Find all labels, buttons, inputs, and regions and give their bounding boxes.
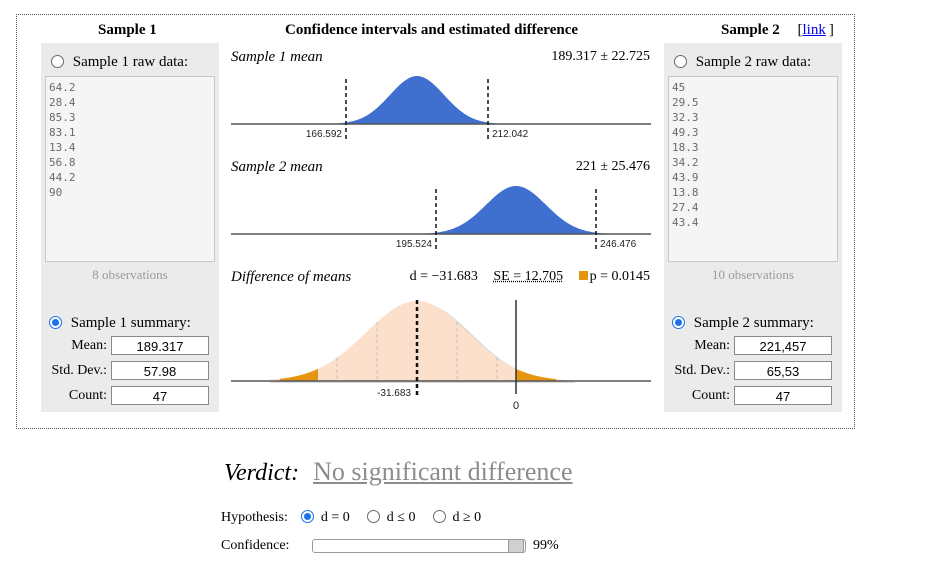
confidence-label: Confidence:	[221, 538, 290, 553]
sample1-raw-textarea[interactable]: 64.2 28.4 85.3 83.1 13.4 56.8 44.2 90	[45, 76, 215, 262]
sample2-sd-label: Std. Dev.:	[674, 363, 730, 378]
sample2-raw-value: 32.3	[672, 111, 699, 124]
sample1-summary-panel: Sample 1 summary: Mean: 189.317 Std. Dev…	[41, 309, 219, 412]
sample2-raw-value: 43.4	[672, 216, 699, 229]
confidence-slider-thumb[interactable]	[508, 539, 525, 553]
link[interactable]: link	[802, 22, 826, 38]
hyp-option-0-label: d = 0	[320, 510, 350, 525]
sample1-sd-input[interactable]: 57.98	[111, 361, 209, 380]
confidence-slider[interactable]	[312, 539, 526, 553]
diff-zero-label: 0	[513, 400, 519, 412]
hypothesis-row: Hypothesis: d = 0 d ≤ 0 d ≥ 0	[221, 510, 481, 526]
sample2-count-label: Count:	[691, 388, 730, 403]
center-header: Confidence intervals and estimated diffe…	[285, 22, 579, 38]
sample2-header: Sample 2 [link]	[721, 22, 834, 39]
sample1-raw-value: 90	[49, 186, 63, 199]
sample2-raw-value: 34.2	[672, 156, 699, 169]
diff-tail-left	[280, 368, 318, 381]
mean2-low-label: 195.524	[396, 239, 433, 250]
sample1-raw-value: 85.3	[49, 111, 76, 124]
sample1-raw-value: 64.2	[49, 81, 76, 94]
sample1-summary-option[interactable]: Sample 1 summary:	[49, 315, 191, 332]
mean2-title: Sample 2 mean	[231, 159, 323, 175]
mean2-high-label: 246.476	[600, 239, 637, 250]
verdict: Verdict: No significant difference	[224, 457, 573, 487]
sample2-raw-panel: Sample 2 raw data: 45 29.5 32.3 49.3 18.3 34.…	[664, 43, 842, 309]
sample2-raw-label: Sample 2 raw data:	[695, 54, 812, 70]
hyp-radio-1[interactable]	[367, 510, 381, 523]
sample1-mean-label: Mean:	[71, 338, 107, 353]
sample2-raw-option[interactable]: Sample 2 raw data:	[674, 54, 811, 71]
sample2-raw-value: 49.3	[672, 126, 699, 139]
sample1-raw-radio[interactable]	[51, 55, 64, 68]
plots-svg: 166.592 212.042 195.524 246.476 -31.683 …	[231, 76, 651, 412]
mean2-curve	[405, 186, 630, 234]
sample1-raw-value: 56.8	[49, 156, 76, 169]
main-frame	[16, 14, 855, 429]
mean1-value: 189.317 ± 22.725	[551, 49, 650, 64]
sample1-raw-value: 83.1	[49, 126, 76, 139]
sample2-summary-panel: Sample 2 summary: Mean: 221,457 Std. Dev…	[664, 309, 842, 412]
hyp-option-2[interactable]: d ≥ 0	[432, 510, 482, 525]
diff-d: d = −31.683	[409, 269, 478, 284]
sample1-raw-value: 44.2	[49, 171, 76, 184]
diff-sd-lines	[336, 322, 498, 381]
sample1-observations: 8 observations	[92, 267, 168, 282]
sample2-raw-value: 29.5	[672, 96, 699, 109]
sample2-raw-value: 13.8	[672, 186, 699, 199]
sample2-header-text: Sample 2	[721, 22, 780, 38]
sample2-raw-value: 45	[672, 81, 686, 94]
sample2-summary-option[interactable]: Sample 2 summary:	[672, 315, 814, 332]
sample2-raw-value: 27.4	[672, 201, 699, 214]
hyp-option-1[interactable]: d ≤ 0	[367, 510, 419, 525]
hyp-option-0[interactable]: d = 0	[301, 510, 353, 525]
link-bracket-open: [	[797, 22, 803, 38]
sample1-count-input[interactable]: 47	[111, 386, 209, 405]
hyp-radio-2[interactable]	[432, 510, 446, 523]
diff-stats: d = −31.683 SE = 12.705 p = 0.0145	[390, 269, 650, 285]
mean1-title: Sample 1 mean	[231, 49, 323, 65]
confidence-value: 99%	[533, 538, 559, 553]
sample1-sd-label: Std. Dev.:	[51, 363, 107, 378]
sample1-raw-option[interactable]: Sample 1 raw data:	[51, 54, 188, 71]
sample2-observations: 10 observations	[712, 267, 794, 282]
diff-se[interactable]: SE = 12.705	[493, 269, 564, 284]
hyp-option-2-label: d ≥ 0	[452, 510, 482, 525]
sample2-raw-value: 43.9	[672, 171, 699, 184]
link-bracket-close: ]	[828, 22, 834, 38]
sample1-summary-label: Sample 1 summary:	[70, 315, 191, 331]
sample2-summary-label: Sample 2 summary:	[693, 315, 814, 331]
sample2-raw-textarea[interactable]: 45 29.5 32.3 49.3 18.3 34.2 43.9 13.8 27.4 43.4	[668, 76, 838, 262]
sample2-raw-radio[interactable]	[674, 55, 687, 68]
sample1-raw-value: 13.4	[49, 141, 76, 154]
hypothesis-label: Hypothesis:	[221, 510, 288, 525]
sample2-mean-input[interactable]: 221,457	[734, 336, 832, 355]
sample1-raw-label: Sample 1 raw data:	[72, 54, 189, 70]
sample1-header: Sample 1	[98, 22, 157, 38]
hyp-option-1-label: d ≤ 0	[386, 510, 416, 525]
mean1-high-label: 212.042	[492, 129, 529, 140]
diff-d-label: -31.683	[377, 388, 411, 399]
sample2-summary-radio[interactable]	[672, 316, 685, 329]
sample1-mean-input[interactable]: 189.317	[111, 336, 209, 355]
diff-tail-right	[516, 368, 556, 381]
sample1-raw-value: 28.4	[49, 96, 76, 109]
mean1-curve	[320, 76, 515, 124]
diff-title: Difference of means	[231, 269, 352, 285]
mean2-value: 221 ± 25.476	[575, 159, 650, 174]
verdict-label: Verdict:	[224, 460, 300, 486]
sample2-sd-input[interactable]: 65,53	[734, 361, 832, 380]
sample1-raw-panel: Sample 1 raw data: 64.2 28.4 85.3 83.1 13.4 5…	[41, 43, 219, 309]
hyp-radio-0[interactable]	[301, 510, 315, 523]
sample2-raw-value: 18.3	[672, 141, 699, 154]
sample1-count-label: Count:	[68, 388, 107, 403]
verdict-text[interactable]: No significant difference	[313, 457, 573, 486]
p-swatch	[578, 271, 588, 280]
sample2-count-input[interactable]: 47	[734, 386, 832, 405]
sample1-summary-radio[interactable]	[49, 316, 62, 329]
sample2-mean-label: Mean:	[694, 338, 730, 353]
diff-curve	[270, 301, 570, 381]
mean1-low-label: 166.592	[306, 129, 343, 140]
diff-p: p = 0.0145	[589, 269, 650, 284]
